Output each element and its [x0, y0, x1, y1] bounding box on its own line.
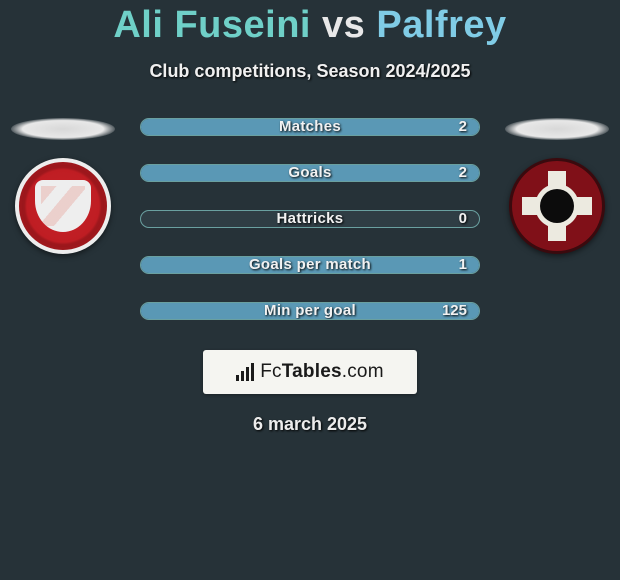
bar-chart-icon — [236, 363, 254, 381]
stat-value: 1 — [459, 256, 467, 273]
stat-label: Goals — [141, 164, 479, 181]
branding-text: FcTables.com — [260, 361, 383, 383]
stat-bar: Hattricks0 — [140, 210, 480, 228]
stat-value: 125 — [442, 302, 467, 319]
vs-label: vs — [322, 4, 365, 46]
stat-bar: Matches2 — [140, 118, 480, 136]
stat-label: Goals per match — [141, 256, 479, 273]
branding-suffix: .com — [342, 361, 384, 382]
stat-bar: Goals per match1 — [140, 256, 480, 274]
comparison-card: Ali Fuseini vs Palfrey Club competitions… — [0, 0, 620, 435]
truro-city-crest — [509, 158, 605, 254]
player2-name: Palfrey — [376, 4, 506, 46]
date-label: 6 march 2025 — [0, 414, 620, 435]
branding-prefix: Fc — [260, 361, 282, 382]
welling-united-crest — [15, 158, 111, 254]
player1-name: Ali Fuseini — [113, 4, 311, 46]
main-row: Matches2Goals2Hattricks0Goals per match1… — [0, 116, 620, 320]
subtitle: Club competitions, Season 2024/2025 — [0, 61, 620, 82]
stat-value: 0 — [459, 210, 467, 227]
stat-value: 2 — [459, 118, 467, 135]
stat-bar: Goals2 — [140, 164, 480, 182]
branding-bold: Tables — [282, 361, 342, 382]
player2-silhouette-shadow — [505, 118, 609, 140]
player1-silhouette-shadow — [11, 118, 115, 140]
page-title: Ali Fuseini vs Palfrey — [0, 4, 620, 47]
left-side — [8, 116, 118, 254]
crest-shield-icon — [35, 180, 91, 232]
stat-value: 2 — [459, 164, 467, 181]
branding-badge: FcTables.com — [203, 350, 417, 394]
crest-center-icon — [540, 189, 574, 223]
stat-label: Min per goal — [141, 302, 479, 319]
stats-list: Matches2Goals2Hattricks0Goals per match1… — [140, 116, 480, 320]
stat-label: Hattricks — [141, 210, 479, 227]
stat-label: Matches — [141, 118, 479, 135]
right-side — [502, 116, 612, 254]
stat-bar: Min per goal125 — [140, 302, 480, 320]
